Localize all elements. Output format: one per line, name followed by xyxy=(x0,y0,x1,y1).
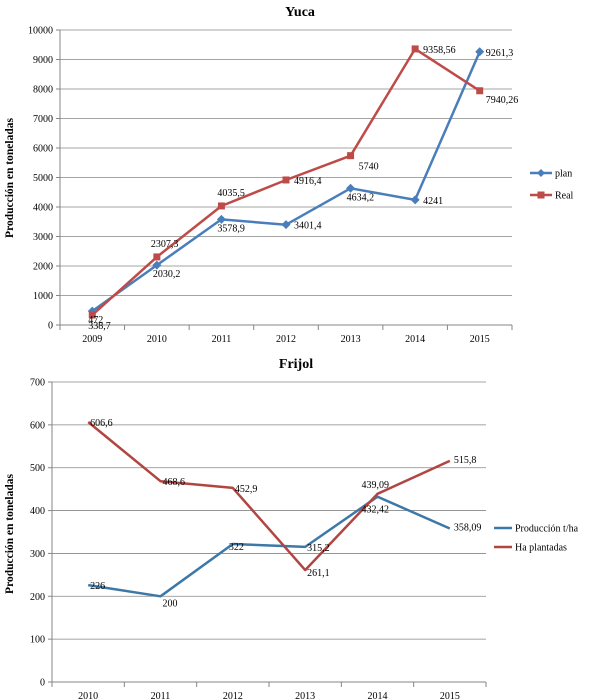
data-label: 452,9 xyxy=(235,484,257,495)
y-tick-label: 5000 xyxy=(33,173,53,184)
data-label: 4916,4 xyxy=(294,176,322,187)
data-point xyxy=(88,311,96,319)
series-line-1 xyxy=(88,495,451,598)
data-point xyxy=(347,152,355,160)
data-point xyxy=(411,45,419,53)
y-tick-label: 6000 xyxy=(33,144,53,155)
data-label: 432,42 xyxy=(362,505,390,516)
y-tick-label: 8000 xyxy=(33,85,53,96)
chart-title: Frijol xyxy=(279,357,313,372)
data-label: 515,8 xyxy=(454,455,477,466)
y-tick-label: 3000 xyxy=(33,232,53,243)
y-axis-label: Producción en toneladas xyxy=(4,474,16,594)
data-label: 606,6 xyxy=(90,418,113,429)
data-label: 2030,2 xyxy=(153,269,181,280)
data-label: 226 xyxy=(90,581,105,592)
data-label: 472 xyxy=(88,315,103,326)
data-point xyxy=(346,183,356,193)
series-line-2 xyxy=(87,421,451,572)
y-tick-label: 2000 xyxy=(33,262,53,273)
data-point xyxy=(152,260,162,270)
data-label: 322 xyxy=(229,542,244,553)
x-tick-label: 2012 xyxy=(223,691,243,700)
y-tick-label: 200 xyxy=(30,592,45,603)
data-point xyxy=(410,195,420,205)
data-label: 2307,3 xyxy=(151,239,179,250)
y-tick-label: 0 xyxy=(48,321,53,332)
y-tick-label: 0 xyxy=(40,678,45,689)
legend-marker xyxy=(537,191,545,199)
legend-label: Producción t/ha xyxy=(515,524,579,535)
data-label: 261,1 xyxy=(307,568,330,579)
data-point xyxy=(216,214,226,224)
legend-label: plan xyxy=(555,169,572,180)
x-tick-label: 2015 xyxy=(440,691,460,700)
y-tick-label: 100 xyxy=(30,635,45,646)
x-tick-label: 2014 xyxy=(405,334,425,345)
x-tick-label: 2013 xyxy=(295,691,315,700)
x-tick-label: 2013 xyxy=(341,334,361,345)
x-tick-label: 2011 xyxy=(151,691,171,700)
data-point xyxy=(281,220,291,230)
x-tick-label: 2011 xyxy=(212,334,232,345)
data-label: 315,2 xyxy=(307,543,330,554)
data-label: 9261,3 xyxy=(486,48,514,59)
y-tick-label: 10000 xyxy=(28,26,53,37)
data-label: 439,09 xyxy=(362,480,390,491)
legend-marker xyxy=(537,169,545,177)
data-label: 4634,2 xyxy=(347,192,375,203)
data-label: 338,7 xyxy=(88,321,111,332)
yuca-chart: Yuca Producción en toneladas 0 1000 2000 30… xyxy=(4,5,574,345)
data-label: 7940,26 xyxy=(486,95,519,106)
data-label: 9358,56 xyxy=(423,45,456,56)
x-tick-label: 2010 xyxy=(78,691,98,700)
data-point xyxy=(153,253,161,261)
y-tick-label: 700 xyxy=(30,378,45,389)
y-axis-label: Producción en toneladas xyxy=(4,118,16,238)
y-tick-label: 400 xyxy=(30,506,45,517)
x-tick-label: 2010 xyxy=(147,334,167,345)
x-tick-label: 2015 xyxy=(470,334,490,345)
data-label: 3578,9 xyxy=(217,223,245,234)
data-label: 5740 xyxy=(359,162,379,173)
data-point xyxy=(475,47,485,57)
y-tick-label: 500 xyxy=(30,463,45,474)
y-tick-label: 600 xyxy=(30,420,45,431)
y-tick-label: 4000 xyxy=(33,203,53,214)
legend-label: Ha plantadas xyxy=(515,543,567,554)
data-point xyxy=(476,87,484,95)
data-label: 358,09 xyxy=(454,523,482,534)
data-label: 468,6 xyxy=(163,477,186,488)
data-label: 4241 xyxy=(423,196,443,207)
data-label: 4035,5 xyxy=(217,188,245,199)
legend-label: Real xyxy=(555,191,574,202)
x-tick-label: 2009 xyxy=(82,334,102,345)
y-tick-label: 300 xyxy=(30,549,45,560)
x-tick-label: 2012 xyxy=(276,334,296,345)
chart-title: Yuca xyxy=(285,5,315,20)
data-point xyxy=(282,176,290,184)
data-label: 3401,4 xyxy=(294,221,322,232)
y-tick-label: 1000 xyxy=(33,291,53,302)
y-tick-label: 7000 xyxy=(33,114,53,125)
frijol-chart: Frijol Producción en toneladas 0 100 200 30… xyxy=(4,357,579,700)
x-tick-label: 2014 xyxy=(368,691,388,700)
y-tick-label: 9000 xyxy=(33,55,53,66)
data-point xyxy=(217,202,225,210)
data-label: 200 xyxy=(163,598,178,609)
